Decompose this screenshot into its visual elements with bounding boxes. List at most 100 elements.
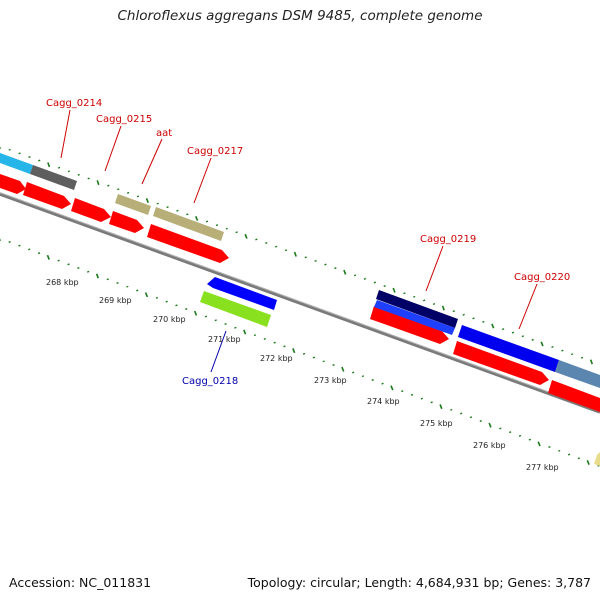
label-cagg-0214[interactable]: Cagg_0214 <box>46 98 102 109</box>
minor-tick <box>422 299 426 302</box>
minor-tick <box>77 173 80 176</box>
major-tick <box>343 269 347 275</box>
leader-cagg-0215 <box>104 125 122 172</box>
label-cagg-0219[interactable]: Cagg_0219 <box>420 234 476 245</box>
cds-arrow-2[interactable] <box>23 182 71 209</box>
major-tick <box>243 329 247 335</box>
major-tick <box>537 441 541 447</box>
minor-tick <box>126 285 129 288</box>
minor-tick <box>175 304 178 307</box>
gene-bar-lime[interactable] <box>200 291 271 327</box>
minor-tick <box>185 308 188 311</box>
minor-tick <box>462 313 465 316</box>
minor-tick <box>332 364 335 367</box>
cds-arrow-7[interactable] <box>453 341 549 385</box>
leader-cagg-0217 <box>193 157 212 204</box>
cds-blue-long[interactable] <box>458 325 559 372</box>
minor-tick <box>166 206 169 209</box>
minor-tick <box>324 263 327 266</box>
leader-cagg-0220 <box>518 283 538 330</box>
leader-aat <box>141 138 163 185</box>
gene-bar-navy[interactable] <box>376 290 458 328</box>
cds-arrow-8[interactable] <box>548 380 600 412</box>
cds-arrow-reverse[interactable] <box>207 277 277 310</box>
cds-arrow-5[interactable] <box>147 224 229 263</box>
scale-label: 271 kbp <box>208 335 241 344</box>
minor-tick <box>521 335 525 338</box>
minor-tick <box>253 334 257 337</box>
scale-label: 274 kbp <box>367 397 400 406</box>
minor-tick <box>107 184 110 187</box>
major-tick <box>145 198 149 203</box>
minor-tick <box>205 220 209 223</box>
minor-tick <box>551 346 554 348</box>
label-cagg-0215[interactable]: Cagg_0215 <box>96 114 152 125</box>
minor-tick <box>8 240 11 243</box>
label-cagg-0217[interactable]: Cagg_0217 <box>187 146 243 157</box>
scale-labels: 268 kbp 269 kbp 270 kbp 271 kbp 272 kbp … <box>46 278 559 472</box>
minor-tick <box>361 375 365 378</box>
label-aat[interactable]: aat <box>156 128 172 139</box>
minor-tick <box>225 227 228 230</box>
major-tick <box>96 180 100 186</box>
minor-tick <box>353 274 357 277</box>
major-tick <box>488 422 492 428</box>
minor-tick <box>363 277 367 280</box>
minor-tick <box>136 195 140 198</box>
minor-tick <box>116 281 119 284</box>
major-tick <box>491 323 495 329</box>
minor-tick <box>176 209 179 212</box>
minor-tick <box>273 341 276 344</box>
minor-tick <box>561 349 564 352</box>
gene-bar-khaki-2[interactable] <box>153 207 224 241</box>
scale-label: 270 kbp <box>153 315 186 324</box>
gene-bar-steel[interactable] <box>555 360 600 388</box>
minor-tick <box>87 177 90 180</box>
minor-tick <box>283 345 286 348</box>
minor-tick <box>420 397 424 400</box>
minor-tick <box>204 315 208 318</box>
minor-tick <box>165 300 168 303</box>
major-tick <box>540 341 544 347</box>
cds-arrow-6[interactable] <box>370 306 449 344</box>
minor-tick <box>450 408 453 411</box>
minor-tick <box>28 248 31 251</box>
major-tick <box>47 162 51 168</box>
minor-tick <box>499 427 502 430</box>
topology-summary: Topology: circular; Length: 4,684,931 bp… <box>247 575 591 590</box>
minor-tick <box>558 449 561 452</box>
gene-bar-khaki-1[interactable] <box>115 194 151 215</box>
minor-tick <box>567 453 571 456</box>
minor-tick <box>265 242 268 245</box>
minor-tick <box>263 337 266 340</box>
scale-label: 269 kbp <box>99 296 132 305</box>
minor-tick <box>508 431 512 434</box>
gene-labels: Cagg_0214 Cagg_0215 aat Cagg_0217 Cagg_0… <box>46 98 570 387</box>
leader-cagg-0218 <box>210 330 227 373</box>
minor-tick <box>430 401 433 404</box>
scale-label: 273 kbp <box>314 376 347 385</box>
major-tick <box>292 348 296 354</box>
cds-blue-small[interactable] <box>374 300 455 335</box>
minor-tick <box>410 393 414 396</box>
cds-arrow-3[interactable] <box>71 198 111 222</box>
cds-arrow-4[interactable] <box>109 211 144 233</box>
label-cagg-0220[interactable]: Cagg_0220 <box>514 272 570 283</box>
minor-tick <box>401 390 404 393</box>
gene-bar-pale-yellow[interactable] <box>594 452 600 466</box>
minor-tick <box>501 328 505 331</box>
minor-tick <box>334 267 337 270</box>
minor-tick <box>381 382 384 385</box>
major-tick <box>193 310 198 316</box>
label-cagg-0218[interactable]: Cagg_0218 <box>182 376 238 387</box>
gene-bar-cyan[interactable] <box>0 153 33 174</box>
minor-tick <box>322 360 325 363</box>
minor-tick <box>86 270 90 273</box>
gene-bar-grey[interactable] <box>30 165 77 190</box>
cds-arrow-1[interactable] <box>0 174 26 194</box>
minor-tick <box>452 310 455 313</box>
minor-tick <box>302 352 306 355</box>
tick-marks-lower <box>0 238 600 467</box>
minor-tick <box>186 213 189 216</box>
accession-text: Accession: NC_011831 <box>9 575 152 590</box>
